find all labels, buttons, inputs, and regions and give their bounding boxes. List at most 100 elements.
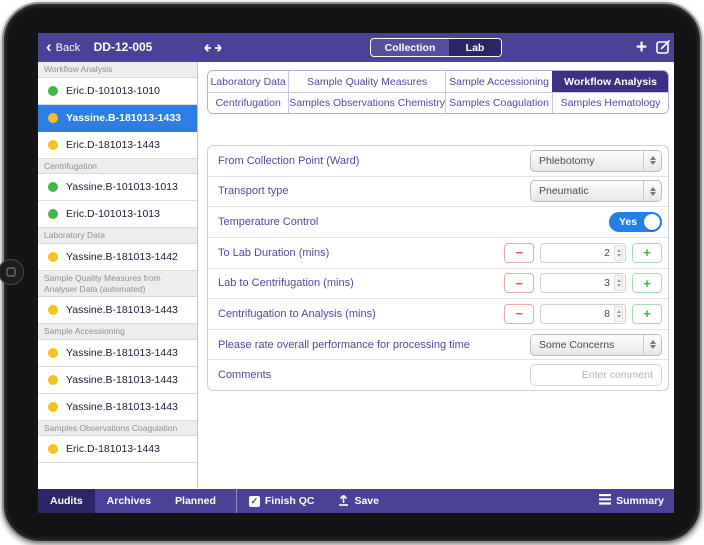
form-row: Comments [208,359,668,390]
dropdown-select[interactable]: Some Concerns [530,333,662,356]
list-item[interactable]: Yassine.B-181013-1433 [38,104,197,132]
arrow-up-icon [649,340,656,345]
dropdown-arrows-icon [644,340,661,350]
list-item-label: Yassine.B-181013-1433 [66,111,182,124]
list-item[interactable]: Yassine.B-181013-1443 [38,366,197,394]
list-item-label: Yassine.B-181013-1442 [66,250,178,263]
segment-lab[interactable]: Lab [449,39,501,56]
list-item-label: Eric.D-101013-1013 [66,208,160,221]
footer-action-finish-qc[interactable]: ✓ Finish QC [237,489,327,513]
list-item[interactable]: Eric.D-181013-1443 [38,131,197,159]
list-item[interactable]: Eric.D-181013-1443 [38,436,197,464]
green-status-dot [48,209,58,220]
audit-title: DD-12-005 [93,40,153,54]
workflow-analysis-form: From Collection Point (Ward) Phlebotomy Tr… [207,145,669,391]
tab-samples-hematology[interactable]: Samples Hematology [552,92,668,113]
sidebar-section-header: Sample Accessioning [38,324,197,340]
form-label: From Collection Point (Ward) [218,154,360,167]
home-button-square [6,267,16,277]
tab-sample-quality-measures[interactable]: Sample Quality Measures [288,71,446,92]
footer-tab-archives[interactable]: Archives [106,495,152,507]
back-button[interactable]: ‹ Back [46,33,80,62]
segment-collection[interactable]: Collection [371,39,449,56]
resize-horizontal-icon[interactable] [204,41,222,59]
list-item[interactable]: Yassine.B-181013-1443 [38,339,197,367]
section-tab-grid: Laboratory Data Sample Quality Measures Sa… [207,70,669,114]
form-row: Centrifugation to Analysis (mins) − 8 + [208,298,668,329]
summary-button[interactable]: Summary [599,489,674,513]
dropdown-value: Some Concerns [539,338,615,351]
increment-button[interactable]: + [632,242,662,263]
tab-sample-accessioning[interactable]: Sample Accessioning [445,71,553,92]
form-label: To Lab Duration (mins) [218,246,330,259]
arrow-down-icon [616,284,621,288]
list-item[interactable]: Yassine.B-101013-1013 [38,174,197,202]
toggle-knob [644,214,660,231]
decrement-button[interactable]: − [504,273,534,294]
stepper-control: − 2 + [504,242,662,263]
footer-tab-planned[interactable]: Planned [175,495,216,507]
list-item[interactable]: Yassine.B-181013-1442 [38,243,197,271]
sidebar-section-header: Laboratory Data [38,228,197,244]
decrement-button[interactable]: − [504,242,534,263]
stepper-value-input[interactable]: 2 [540,242,626,263]
top-header: ‹ Back DD-12-005 Collection Lab + [38,33,674,62]
summary-list-icon [599,494,612,508]
footer-action-label: Save [354,495,379,507]
arrow-up-icon [616,309,621,313]
dropdown-select[interactable]: Pneumatic [530,180,662,203]
increment-button[interactable]: + [632,303,662,324]
tab-workflow-analysis[interactable]: Workflow Analysis [552,71,668,92]
dropdown-value: Phlebotomy [539,154,595,167]
yellow-status-dot [48,347,58,358]
audit-items-sidebar: Workflow Analysis Eric.D-101013-1010 Yassi… [38,62,198,489]
form-label: Comments [218,369,272,382]
yellow-status-dot [48,444,58,455]
decrement-button[interactable]: − [504,303,534,324]
arrow-up-icon [649,156,656,161]
back-chevron-icon: ‹ [46,36,52,56]
dropdown-value: Pneumatic [539,185,589,198]
list-item[interactable]: Eric.D-101013-1010 [38,77,197,105]
green-status-dot [48,182,58,193]
list-item-label: Eric.D-101013-1010 [66,84,160,97]
list-item[interactable]: Eric.D-101013-1013 [38,201,197,229]
tab-samples-observations-chemistry[interactable]: Samples Observations Chemistry [288,92,446,113]
sidebar-section-header: Centrifugation [38,158,197,175]
yellow-status-dot [48,374,58,385]
temperature-toggle[interactable]: Yes [609,212,662,233]
tab-laboratory-data[interactable]: Laboratory Data [208,71,289,92]
footer-tab-audits[interactable]: Audits [38,489,95,513]
list-item-label: Yassine.B-181013-1443 [66,373,178,386]
mini-updown-icon [614,275,623,292]
footer-action-save[interactable]: Save [326,489,391,513]
stepper-control: − 3 + [504,273,662,294]
main-content: Laboratory Data Sample Quality Measures Sa… [199,62,674,489]
form-row: Transport type Pneumatic [208,175,668,207]
comment-input[interactable] [530,364,662,387]
yellow-status-dot [48,139,58,150]
sidebar-section-header: Samples Observations Coagulation [38,420,197,437]
dropdown-select[interactable]: Phlebotomy [530,149,662,172]
stepper-value-input[interactable]: 8 [540,303,626,324]
list-item[interactable]: Yassine.B-181013-1443 [38,393,197,421]
stepper-value-input[interactable]: 3 [540,273,626,294]
plus-icon[interactable]: + [636,37,648,58]
stepper-control: − 8 + [504,303,662,324]
home-button[interactable] [0,259,24,285]
form-label: Temperature Control [218,216,319,229]
list-item-label: Yassine.B-181013-1443 [66,304,178,317]
arrow-up-icon [616,279,621,283]
compose-icon[interactable] [656,39,671,59]
form-row: Temperature Control Yes [208,206,668,237]
list-item-label: Yassine.B-101013-1013 [66,181,178,194]
form-label: Lab to Centrifugation (mins) [218,277,354,290]
increment-button[interactable]: + [632,273,662,294]
dropdown-divider [643,181,644,202]
checkbox-checked-icon: ✓ [248,495,260,507]
list-item-label: Yassine.B-181013-1443 [66,400,178,413]
tab-centrifugation[interactable]: Centrifugation [208,92,289,113]
green-status-dot [48,85,58,96]
tab-samples-coagulation[interactable]: Samples Coagulation [445,92,553,113]
list-item[interactable]: Yassine.B-181013-1443 [38,297,197,325]
